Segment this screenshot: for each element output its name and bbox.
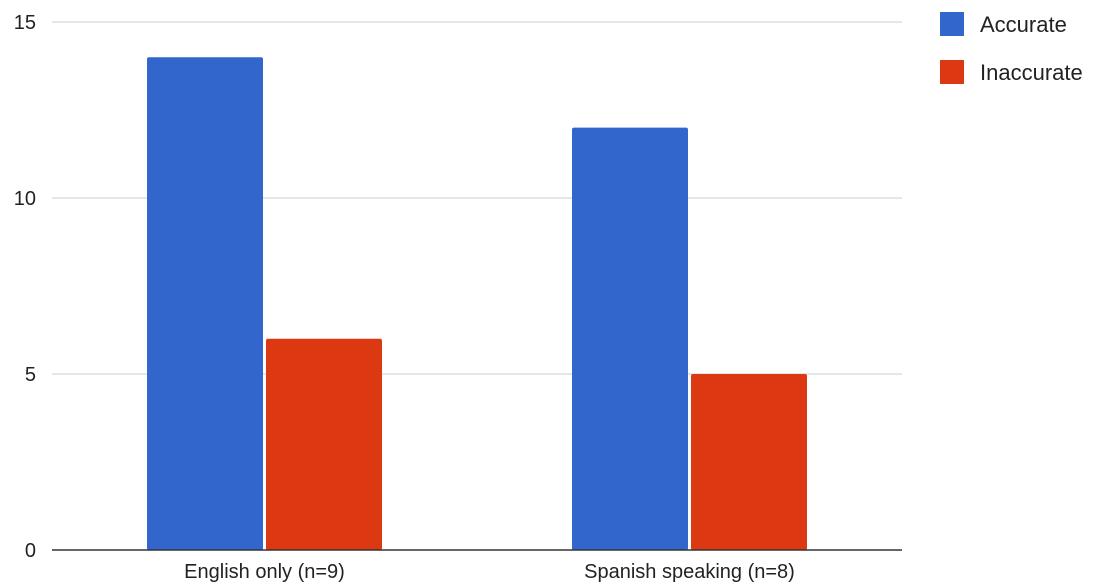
- legend-swatch: [940, 12, 964, 36]
- bar-inaccurate: [266, 338, 382, 550]
- legend-label: Accurate: [980, 12, 1067, 37]
- y-tick-label: 10: [14, 188, 36, 210]
- y-tick-label: 5: [25, 364, 36, 386]
- x-tick-label: English only (n=9): [184, 561, 345, 583]
- bar-accurate: [572, 127, 688, 550]
- x-tick-label: Spanish speaking (n=8): [584, 561, 795, 583]
- bars: [147, 57, 807, 550]
- bar-inaccurate: [691, 374, 807, 550]
- y-tick-label: 0: [25, 540, 36, 562]
- y-axis-tick-labels: 0 5 10 15: [14, 12, 36, 562]
- legend-swatch: [940, 60, 964, 84]
- x-axis-tick-labels: English only (n=9) Spanish speaking (n=8): [184, 561, 795, 583]
- y-tick-label: 15: [14, 12, 36, 34]
- legend: Accurate Inaccurate: [940, 12, 1083, 85]
- bar-accurate: [147, 57, 263, 550]
- legend-label: Inaccurate: [980, 60, 1083, 85]
